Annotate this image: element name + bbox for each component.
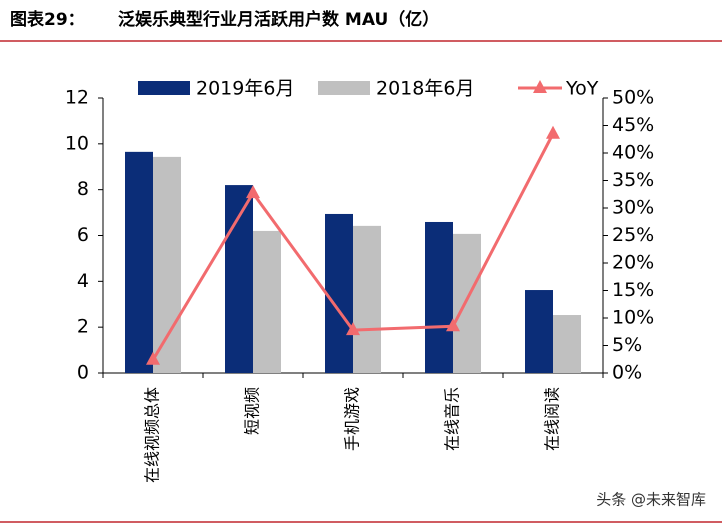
y2-tick-label: 45% <box>612 114 654 136</box>
line-marker <box>446 318 460 332</box>
bar <box>225 185 253 373</box>
y2-tick-label: 10% <box>612 307 654 329</box>
x-tick-label: 在线阅读 <box>543 387 562 451</box>
bar <box>125 151 153 373</box>
watermark: 头条 @未来智库 <box>596 491 706 509</box>
y-tick-label: 12 <box>65 87 89 109</box>
y-tick-label: 8 <box>77 178 89 200</box>
y2-tick-label: 35% <box>612 169 654 191</box>
bar <box>325 213 353 373</box>
y-tick-label: 2 <box>77 316 89 338</box>
bar <box>153 156 181 373</box>
legend-label: YoY <box>565 78 599 100</box>
bar <box>453 233 481 373</box>
header-title: 泛娱乐典型行业月活跃用户数 MAU（亿） <box>118 9 439 30</box>
y-tick-label: 4 <box>77 270 89 292</box>
line-marker <box>146 351 160 365</box>
header-label: 图表29： <box>10 9 85 30</box>
y2-tick-label: 40% <box>612 142 654 164</box>
x-tick-label: 在线音乐 <box>443 387 462 451</box>
y2-tick-label: 15% <box>612 279 654 301</box>
line-marker <box>346 322 360 336</box>
line-marker <box>246 185 260 199</box>
y2-tick-label: 0% <box>612 362 642 384</box>
bar <box>525 290 553 373</box>
line-marker <box>546 125 560 139</box>
bar <box>425 221 453 373</box>
bar <box>253 230 281 373</box>
bar <box>353 225 381 373</box>
y-tick-label: 0 <box>77 362 89 384</box>
y2-tick-label: 50% <box>612 87 654 109</box>
legend-swatch <box>138 81 190 95</box>
legend-label: 2018年6月 <box>376 78 474 100</box>
legend-swatch <box>318 81 370 95</box>
x-tick-label: 在线视频总体 <box>143 387 162 483</box>
y2-tick-label: 25% <box>612 224 654 246</box>
y-tick-label: 6 <box>77 224 89 246</box>
x-tick-label: 手机游戏 <box>343 387 362 451</box>
y2-tick-label: 5% <box>612 334 642 356</box>
y-tick-label: 10 <box>65 132 89 154</box>
legend-label: 2019年6月 <box>196 78 294 100</box>
bar <box>553 315 581 373</box>
y2-tick-label: 30% <box>612 197 654 219</box>
x-tick-label: 短视频 <box>243 387 262 435</box>
y2-tick-label: 20% <box>612 252 654 274</box>
legend-marker <box>533 80 547 93</box>
